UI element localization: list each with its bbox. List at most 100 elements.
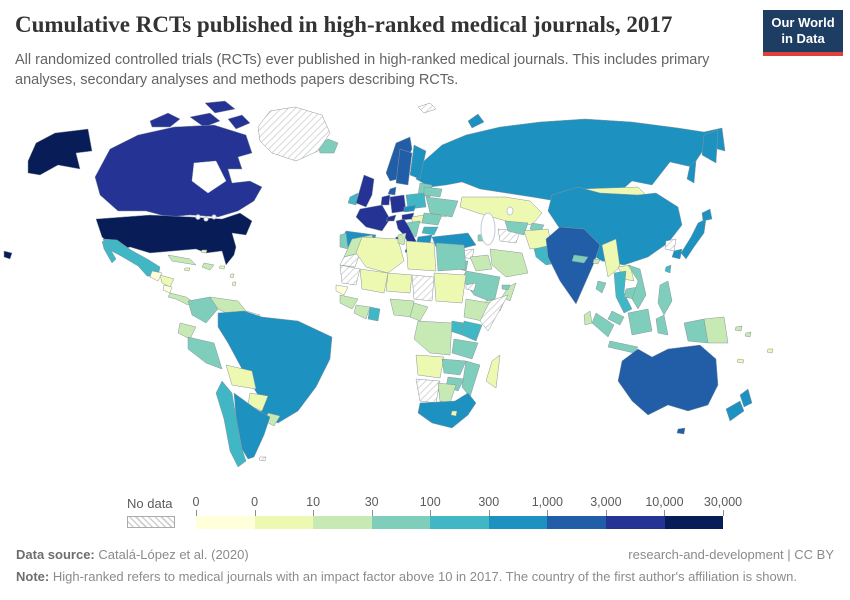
country-uae[interactable] — [501, 284, 511, 291]
country-svalbard[interactable] — [417, 102, 437, 114]
country-poland[interactable] — [405, 192, 427, 210]
country-bahamas[interactable] — [200, 249, 208, 254]
country-antilles[interactable] — [231, 281, 237, 287]
country-panama[interactable] — [167, 292, 193, 306]
country-skorea[interactable] — [671, 248, 683, 260]
country-chile[interactable] — [215, 380, 247, 468]
country-algeria[interactable] — [355, 236, 405, 274]
country-ukraine[interactable] — [425, 196, 459, 218]
legend-segment[interactable] — [488, 516, 548, 529]
country-indonesia[interactable] — [655, 314, 669, 336]
country-southafrica[interactable] — [417, 392, 477, 429]
country-bhutan[interactable] — [592, 258, 601, 265]
country-zambia[interactable] — [441, 358, 467, 376]
country-somalia[interactable] — [479, 294, 509, 332]
country-iraq[interactable] — [469, 254, 493, 272]
country-drcongo[interactable] — [413, 320, 453, 356]
legend-segment[interactable] — [430, 516, 489, 529]
country-angola[interactable] — [415, 354, 445, 379]
country-thailand[interactable] — [613, 270, 633, 314]
country-libya[interactable] — [405, 240, 437, 272]
country-antilles[interactable] — [229, 273, 235, 279]
country-mozambique[interactable] — [461, 360, 481, 398]
owid-logo[interactable]: Our World in Data — [763, 10, 843, 56]
country-eritrea[interactable] — [465, 282, 477, 292]
legend-segment[interactable] — [196, 516, 255, 529]
country-newzealand[interactable] — [725, 400, 745, 422]
legend-segment[interactable] — [371, 516, 431, 529]
country-puertorico[interactable] — [218, 265, 226, 270]
country-newzealand[interactable] — [739, 388, 753, 408]
country-czechia[interactable] — [403, 204, 417, 213]
country-egypt[interactable] — [435, 242, 467, 272]
country-honduras[interactable] — [159, 274, 175, 288]
country-kenya[interactable] — [461, 320, 483, 342]
country-mali[interactable] — [359, 268, 389, 294]
country-germany[interactable] — [389, 194, 407, 214]
country-guatemala[interactable] — [149, 270, 163, 282]
country-greenland[interactable] — [257, 106, 331, 162]
country-tanzania[interactable] — [451, 338, 479, 360]
country-newcaledonia[interactable] — [736, 358, 745, 364]
country-finland[interactable] — [409, 144, 427, 180]
country-iran[interactable] — [489, 248, 529, 278]
legend-segment[interactable] — [664, 516, 724, 529]
country-alaska[interactable] — [27, 128, 93, 176]
country-jamaica[interactable] — [183, 267, 191, 272]
country-lesotho[interactable] — [450, 410, 458, 417]
country-hawaii[interactable] — [3, 250, 13, 260]
country-hispaniola[interactable] — [201, 262, 215, 271]
country-australia[interactable] — [617, 344, 719, 416]
country-sudan[interactable] — [433, 272, 467, 304]
country-indonesia[interactable] — [607, 340, 639, 354]
country-solomon[interactable] — [734, 325, 743, 332]
country-paraguay[interactable] — [247, 392, 269, 412]
country-namibia[interactable] — [415, 378, 441, 404]
country-denmark[interactable] — [387, 186, 397, 196]
country-chad[interactable] — [411, 274, 435, 302]
country-bolivia[interactable] — [225, 364, 257, 390]
country-madagascar[interactable] — [485, 354, 501, 389]
country-vietnam[interactable] — [627, 264, 647, 310]
country-nigeria[interactable] — [389, 298, 415, 318]
country-srilanka[interactable] — [583, 310, 593, 326]
country-senegal[interactable] — [335, 284, 349, 296]
country-mexico[interactable] — [101, 240, 117, 264]
country-uk[interactable] — [355, 174, 375, 208]
country-canada-islands[interactable] — [227, 114, 251, 130]
country-belarus[interactable] — [423, 186, 443, 198]
country-kazakhstan[interactable] — [459, 196, 543, 226]
country-canada-islands[interactable] — [204, 100, 236, 114]
country-russia[interactable] — [686, 160, 697, 184]
country-solomon[interactable] — [744, 331, 752, 338]
legend-segment[interactable] — [254, 516, 314, 529]
country-botswana[interactable] — [437, 382, 457, 404]
country-bulgaria[interactable] — [421, 226, 439, 236]
country-ivorycoast[interactable] — [353, 304, 371, 320]
country-france[interactable] — [355, 204, 391, 232]
country-uzbekistan[interactable] — [504, 220, 529, 236]
country-japan[interactable] — [701, 208, 713, 222]
country-bangladesh[interactable] — [595, 280, 607, 294]
country-tunisia[interactable] — [397, 232, 407, 246]
country-benelux[interactable] — [380, 194, 391, 206]
country-russia[interactable] — [701, 129, 719, 164]
country-guinea[interactable] — [339, 294, 359, 310]
country-indonesia[interactable] — [627, 308, 653, 336]
country-japan[interactable] — [680, 218, 707, 260]
country-canada-islands[interactable] — [189, 112, 221, 128]
country-russia[interactable] — [467, 113, 485, 129]
legend-segment[interactable] — [547, 516, 606, 529]
country-malaysia[interactable] — [607, 310, 625, 326]
country-cuba[interactable] — [167, 254, 197, 266]
country-brazil[interactable] — [217, 310, 333, 424]
country-philippines[interactable] — [657, 280, 673, 316]
country-ghana[interactable] — [367, 306, 381, 322]
country-nkorea[interactable] — [664, 238, 677, 252]
country-png[interactable] — [703, 316, 729, 344]
country-ecuador[interactable] — [177, 322, 197, 340]
country-sweden[interactable] — [395, 148, 413, 186]
country-usa[interactable] — [95, 212, 253, 266]
legend-segment[interactable] — [313, 516, 372, 529]
country-mauritania[interactable] — [339, 264, 361, 286]
